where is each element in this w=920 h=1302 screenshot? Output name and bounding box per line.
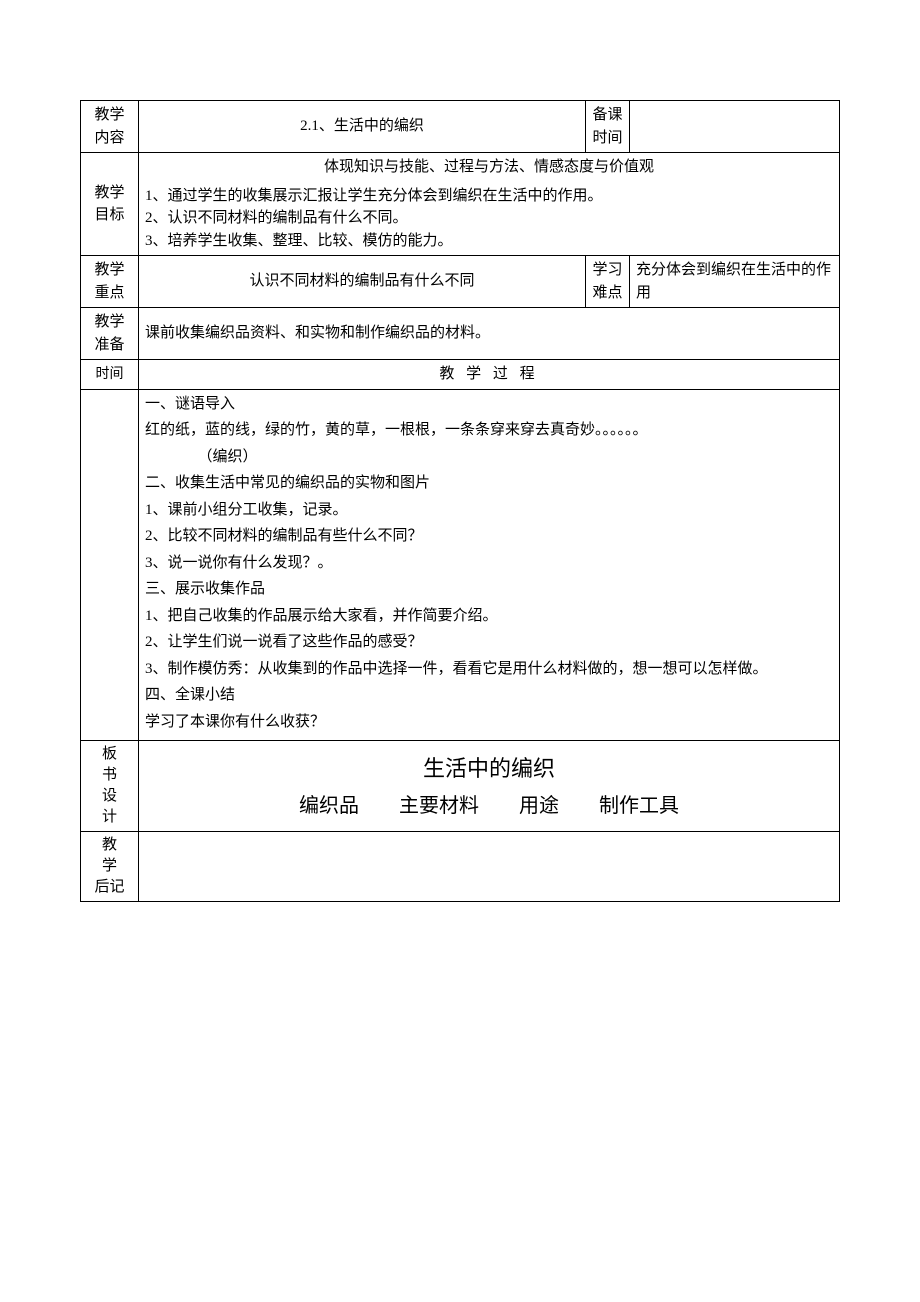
objective-line-3: 3、培养学生收集、整理、比较、模仿的能力。 <box>145 230 833 253</box>
body-p4: 二、收集生活中常见的编织品的实物和图片 <box>145 472 833 495</box>
key-point-content: 认识不同材料的编制品有什么不同 <box>139 256 586 308</box>
label-reflection: 教 学 后记 <box>81 832 139 902</box>
lesson-plan-table: 教学 内容 2.1、生活中的编织 备课 时间 教学 目标 体现知识与技能、过程与… <box>80 100 840 902</box>
label-objectives: 教学 目标 <box>81 153 139 256</box>
board-col-4: 制作工具 <box>599 791 679 821</box>
row-objectives-body: 1、通过学生的收集展示汇报让学生充分体会到编织在生活中的作用。 2、认识不同材料… <box>81 182 840 256</box>
label-board-design: 板 书 设 计 <box>81 741 139 832</box>
board-col-2: 主要材料 <box>399 791 479 821</box>
row-process-header: 时间 教 学 过 程 <box>81 360 840 390</box>
board-design-content: 生活中的编织 编织品 主要材料 用途 制作工具 <box>139 741 840 832</box>
board-title: 生活中的编织 <box>145 752 833 785</box>
label-prep: 教学 准备 <box>81 308 139 360</box>
lesson-plan-page: 教学 内容 2.1、生活中的编织 备课 时间 教学 目标 体现知识与技能、过程与… <box>80 100 840 902</box>
label-time: 时间 <box>81 360 139 390</box>
label-key-point: 教学 重点 <box>81 256 139 308</box>
row-prep: 教学 准备 课前收集编织品资料、和实物和制作编织品的材料。 <box>81 308 840 360</box>
body-p3: （编织） <box>145 446 833 469</box>
board-col-3: 用途 <box>519 791 559 821</box>
label-prep-time: 备课 时间 <box>586 101 630 153</box>
body-p10: 2、让学生们说一说看了这些作品的感受？ <box>145 631 833 654</box>
label-difficulty: 学习 难点 <box>586 256 630 308</box>
objective-line-1: 1、通过学生的收集展示汇报让学生充分体会到编织在生活中的作用。 <box>145 185 833 208</box>
body-p5: 1、课前小组分工收集，记录。 <box>145 499 833 522</box>
body-p2: 红的纸，蓝的线，绿的竹，黄的草，一根根，一条条穿来穿去真奇妙。。。。。。 <box>145 419 833 442</box>
body-p6: 2、比较不同材料的编制品有些什么不同？ <box>145 525 833 548</box>
body-p11: 3、制作模仿秀：从收集到的作品中选择一件，看看它是用什么材料做的，想一想可以怎样… <box>145 658 833 681</box>
row-focus: 教学 重点 认识不同材料的编制品有什么不同 学习 难点 充分体会到编织在生活中的… <box>81 256 840 308</box>
time-column <box>81 389 139 741</box>
body-p9: 1、把自己收集的作品展示给大家看，并作简要介绍。 <box>145 605 833 628</box>
objectives-content: 1、通过学生的收集展示汇报让学生充分体会到编织在生活中的作用。 2、认识不同材料… <box>139 182 840 256</box>
row-reflection: 教 学 后记 <box>81 832 840 902</box>
row-header: 教学 内容 2.1、生活中的编织 备课 时间 <box>81 101 840 153</box>
reflection-content <box>139 832 840 902</box>
body-p8: 三、展示收集作品 <box>145 578 833 601</box>
body-p13: 学习了本课你有什么收获？ <box>145 711 833 734</box>
board-items: 编织品 主要材料 用途 制作工具 <box>145 791 833 821</box>
row-process-body: 一、谜语导入 红的纸，蓝的线，绿的竹，黄的草，一根根，一条条穿来穿去真奇妙。。。… <box>81 389 840 741</box>
body-p12: 四、全课小结 <box>145 684 833 707</box>
label-teaching-content: 教学 内容 <box>81 101 139 153</box>
difficulty-content: 充分体会到编织在生活中的作用 <box>630 256 840 308</box>
lesson-title: 2.1、生活中的编织 <box>139 101 586 153</box>
process-content: 一、谜语导入 红的纸，蓝的线，绿的竹，黄的草，一根根，一条条穿来穿去真奇妙。。。… <box>139 389 840 741</box>
objectives-subhead: 体现知识与技能、过程与方法、情感态度与价值观 <box>139 153 840 182</box>
prep-content: 课前收集编织品资料、和实物和制作编织品的材料。 <box>139 308 840 360</box>
row-objectives-head: 教学 目标 体现知识与技能、过程与方法、情感态度与价值观 <box>81 153 840 182</box>
board-col-1: 编织品 <box>299 791 359 821</box>
prep-time-value <box>630 101 840 153</box>
body-p1: 一、谜语导入 <box>145 393 833 416</box>
process-header: 教 学 过 程 <box>139 360 840 390</box>
objective-line-2: 2、认识不同材料的编制品有什么不同。 <box>145 207 833 230</box>
row-board-design: 板 书 设 计 生活中的编织 编织品 主要材料 用途 制作工具 <box>81 741 840 832</box>
body-p7: 3、说一说你有什么发现？。 <box>145 552 833 575</box>
